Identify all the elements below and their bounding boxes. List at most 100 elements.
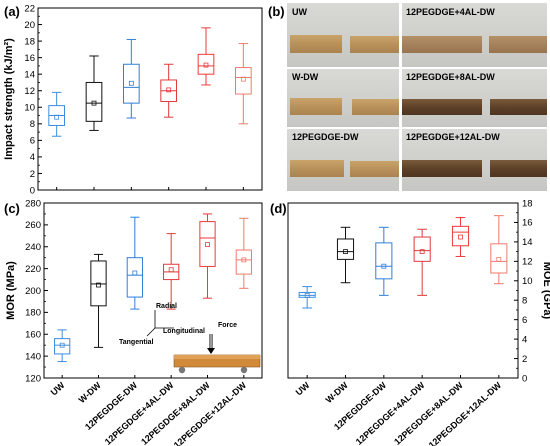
photo-grid: UW 12PEGDGE+4AL-DW W-DW 12PEGDGE+8AL-DW … xyxy=(287,3,547,191)
y-tick-label: 16 xyxy=(24,53,35,64)
photo-12peg-piece-left xyxy=(290,160,344,177)
box-12pegdge-4al-dw xyxy=(413,228,431,296)
panel-label-d: (d) xyxy=(270,201,287,216)
mean-marker xyxy=(240,76,246,82)
box-12pegdge-12al-dw xyxy=(234,43,252,125)
photo-label-wdw: W-DW xyxy=(292,72,319,82)
photo-uw-piece-left xyxy=(290,35,342,53)
panel-label-a: (a) xyxy=(4,4,20,19)
box-w-dw xyxy=(90,253,107,348)
box-w-dw xyxy=(336,226,355,284)
x-tick-label: W-DW xyxy=(324,380,351,405)
y-tick-label: 14 xyxy=(522,237,533,248)
y-tick-label: 18 xyxy=(522,198,533,209)
label-force: Force xyxy=(218,322,237,329)
mean-marker xyxy=(168,267,174,273)
panel-label-b: (b) xyxy=(268,4,285,19)
y-tick-label: 0 xyxy=(522,373,527,384)
photo-label-4al: 12PEGDGE+4AL-DW xyxy=(406,7,495,17)
mean-marker xyxy=(381,263,387,269)
box-iqr xyxy=(85,81,103,122)
y-tick-label: 6 xyxy=(30,136,35,147)
box-iqr xyxy=(90,260,107,307)
x-tick-label: 12PEGDGE+4AL-DW xyxy=(103,380,176,446)
y-tick-label: 220 xyxy=(25,264,41,275)
y-tick-label: 160 xyxy=(25,330,41,341)
y-tick-label: 0 xyxy=(30,185,35,196)
force-arrow-head xyxy=(207,348,215,354)
box-uw xyxy=(54,329,71,363)
y-tick-label: 240 xyxy=(25,242,41,253)
photo-label-12al: 12PEGDGE+12AL-DW xyxy=(406,132,500,142)
x-tick-label: UW xyxy=(294,380,312,398)
support-right xyxy=(240,366,248,374)
panel-label-c: (c) xyxy=(4,201,20,216)
box-iqr xyxy=(126,257,143,298)
x-tick-label: 12PEGDGE+8AL-DW xyxy=(392,380,465,446)
plot-frame xyxy=(287,202,519,379)
mean-marker xyxy=(166,87,172,93)
photo-12peg-piece-right xyxy=(350,161,399,177)
box-12pegdge-12al-dw xyxy=(490,215,508,285)
box-iqr xyxy=(234,67,252,95)
box-iqr xyxy=(490,243,508,274)
mean-marker xyxy=(458,234,463,240)
mean-marker xyxy=(128,80,134,86)
x-tick-label: 12PEGDGE+4AL-DW xyxy=(354,380,427,446)
box-w-dw xyxy=(85,55,103,131)
y-tick-label: 22 xyxy=(24,3,35,14)
box-12pegdge-8al-dw xyxy=(197,27,215,86)
mean-marker xyxy=(304,292,310,298)
mean-marker xyxy=(205,242,210,247)
y-tick-label: 140 xyxy=(25,351,41,362)
box-iqr xyxy=(235,249,252,275)
y-axis-title: MOR (MPa) xyxy=(5,261,17,320)
y-tick-label: 10 xyxy=(522,276,533,287)
box-iqr xyxy=(199,221,216,267)
box-12pegdge-dw xyxy=(375,226,393,296)
y-tick-label: 6 xyxy=(522,315,527,326)
y-tick-label: 12 xyxy=(24,86,35,97)
mean-marker xyxy=(343,249,348,255)
x-tick-label: UW xyxy=(49,380,67,398)
label-longitudinal: Longitudinal xyxy=(163,328,205,335)
y-axis-title: Impact strength (kJ/m²) xyxy=(3,38,15,160)
photo-label-8al: 12PEGDGE+8AL-DW xyxy=(406,72,495,82)
box-iqr xyxy=(413,236,431,262)
beam-top xyxy=(174,355,260,359)
y-tick-label: 16 xyxy=(522,218,533,229)
y-tick-label: 12 xyxy=(522,257,533,268)
y-tick-label: 180 xyxy=(25,308,41,319)
box-12pegdge-dw xyxy=(126,216,143,310)
box-iqr xyxy=(451,225,470,247)
mean-marker xyxy=(241,257,247,263)
bending-test-inset: Radial Longitudinal Tangential Force xyxy=(119,303,261,374)
box-uw xyxy=(298,286,316,309)
x-tick-label: 12PEGDGE+8AL-DW xyxy=(139,380,212,446)
support-left xyxy=(178,366,186,374)
mean-marker xyxy=(203,62,209,68)
label-radial: Radial xyxy=(156,303,177,310)
y-tick-label: 10 xyxy=(24,103,35,114)
mean-marker xyxy=(54,114,60,120)
box-12pegdge-dw xyxy=(122,38,140,119)
photo-wdw-piece-right xyxy=(352,99,399,115)
mean-marker xyxy=(59,342,65,348)
photo-uw-piece-right xyxy=(350,36,399,53)
photo-label-12peg: 12PEGDGE-DW xyxy=(292,132,359,142)
mean-marker xyxy=(132,270,138,276)
box-iqr xyxy=(54,338,71,355)
label-tangential: Tangential xyxy=(119,339,154,346)
tangential-axis xyxy=(146,327,156,337)
photo-4al-piece-right xyxy=(489,36,547,53)
y-tick-label: 4 xyxy=(30,152,35,163)
y-tick-label: 18 xyxy=(24,36,35,47)
box-12pegdge-4al-dw xyxy=(160,63,178,118)
plot-frame xyxy=(37,7,263,191)
box-uw xyxy=(48,91,66,137)
y-tick-label: 2 xyxy=(522,354,527,365)
box-iqr xyxy=(336,238,355,260)
box-iqr xyxy=(197,53,215,75)
photo-4al xyxy=(402,3,547,67)
